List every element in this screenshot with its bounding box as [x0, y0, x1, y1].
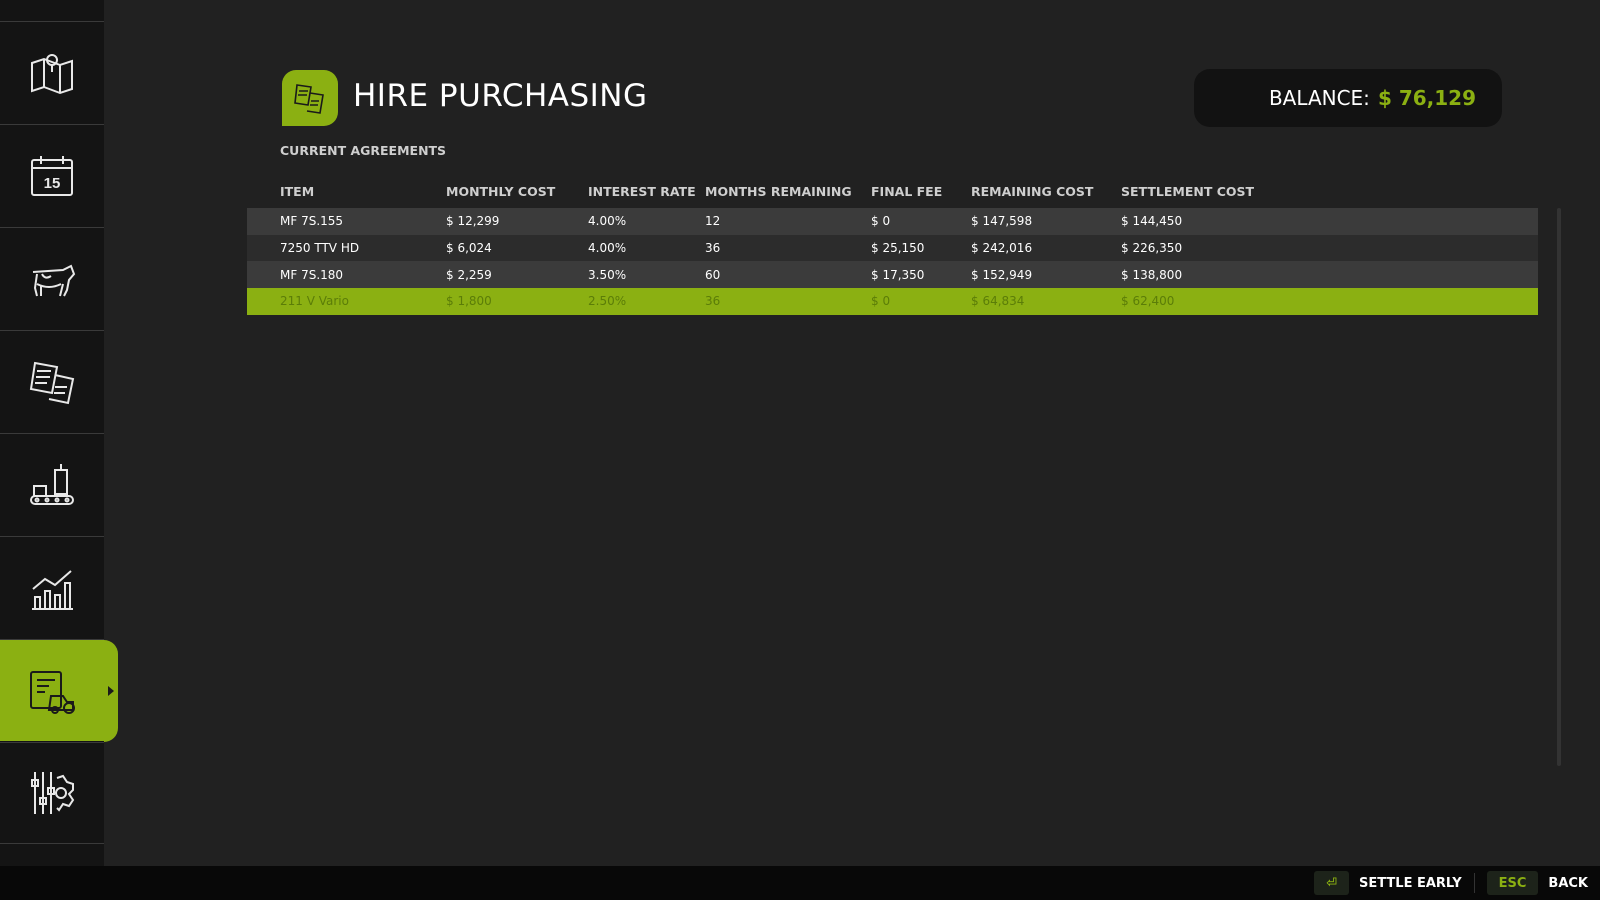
table-cell: $ 152,949 [971, 267, 1033, 282]
table-cell: 211 V Vario [280, 294, 349, 309]
sidebar-item-map[interactable] [0, 21, 104, 123]
sidebar-item-finance[interactable] [0, 639, 118, 742]
esc-key[interactable]: ESC [1486, 871, 1539, 895]
column-header[interactable]: MONTHS REMAINING [705, 183, 852, 199]
statistics-icon [32, 569, 73, 610]
divider [1473, 873, 1475, 893]
table-cell: $ 226,350 [1121, 240, 1183, 255]
table-cell: $ 242,016 [971, 240, 1033, 255]
sidebar-item-contracts[interactable] [0, 330, 104, 432]
enter-icon: ⏎ [1326, 875, 1338, 891]
table-cell: $ 17,350 [871, 267, 925, 282]
table-cell: 7250 TTV HD [280, 240, 360, 255]
column-header[interactable]: INTEREST RATE [588, 183, 696, 199]
table-cell: $ 138,800 [1121, 267, 1183, 282]
column-header[interactable]: MONTHLY COST [446, 183, 556, 199]
table-cell: 4.00% [588, 214, 627, 229]
table-row[interactable]: 211 V Vario $ 1,800 2.50% 36 $ 0 $ 64,834 $ 62… [247, 288, 1538, 315]
sidebar-item-production[interactable] [0, 433, 104, 535]
section-title: CURRENT AGREEMENTS [280, 143, 447, 158]
scrollbar[interactable] [1557, 208, 1561, 766]
sidebar: 15 [0, 0, 118, 866]
table-cell: 60 [705, 267, 721, 282]
table-header: ITEM MONTHLY COST INTEREST RATE MONTHS REMA… [247, 178, 1538, 205]
back-button[interactable]: BACK [1548, 875, 1588, 891]
balance-value: $ 76,129 [1377, 86, 1476, 110]
map-icon [31, 53, 73, 94]
table-cell: $ 0 [871, 294, 891, 309]
column-header[interactable]: ITEM [280, 183, 315, 199]
finance-icon [30, 670, 75, 714]
column-header[interactable]: REMAINING COST [971, 183, 1094, 199]
page-title: HIRE PURCHASING [353, 78, 648, 114]
table-cell: 36 [705, 240, 721, 255]
table-cell: 12 [705, 214, 721, 229]
table-cell: 2.50% [588, 294, 627, 309]
sidebar-item-statistics[interactable] [0, 536, 104, 638]
settle-early-button[interactable]: SETTLE EARLY [1359, 875, 1462, 891]
table-cell: $ 62,400 [1121, 294, 1175, 309]
sidebar-item-calendar[interactable]: 15 [0, 124, 104, 226]
balance-label: BALANCE: [1268, 86, 1370, 110]
table-cell: $ 144,450 [1121, 214, 1183, 229]
column-header[interactable]: SETTLEMENT COST [1121, 183, 1255, 199]
table-cell: 3.50% [588, 267, 627, 282]
table-cell: 4.00% [588, 240, 627, 255]
header-icon [282, 70, 338, 126]
table-cell: MF 7S.155 [280, 214, 344, 229]
table-row[interactable]: MF 7S.180 $ 2,259 3.50% 60 $ 17,350 $ 152,949… [247, 261, 1538, 288]
balance-display: BALANCE: $ 76,129 [1194, 69, 1502, 127]
table-cell: $ 2,259 [446, 267, 492, 282]
production-icon [30, 463, 74, 505]
active-indicator-icon [108, 686, 114, 696]
table-cell: $ 25,150 [871, 240, 925, 255]
svg-text:15: 15 [44, 175, 61, 192]
table-cell: $ 1,800 [446, 294, 492, 309]
table-cell: $ 12,299 [446, 214, 500, 229]
bottom-bar: ⏎ SETTLE EARLY ESC BACK [0, 866, 1600, 900]
settle-early-key[interactable]: ⏎ [1314, 871, 1350, 895]
sidebar-item-settings[interactable] [0, 742, 104, 844]
table-row[interactable]: MF 7S.155 $ 12,299 4.00% 12 $ 0 $ 147,598 $ 14… [247, 208, 1538, 235]
contracts-icon [29, 361, 75, 404]
sidebar-item-animals[interactable] [0, 227, 104, 329]
calendar-icon: 15 [31, 155, 73, 196]
settings-icon [31, 772, 75, 814]
table-cell: MF 7S.180 [280, 267, 344, 282]
column-header[interactable]: FINAL FEE [871, 183, 943, 199]
table-cell: $ 64,834 [971, 294, 1025, 309]
table-cell: $ 6,024 [446, 240, 492, 255]
table-cell: 36 [705, 294, 721, 309]
table-cell: $ 147,598 [971, 214, 1033, 229]
table-cell: $ 0 [871, 214, 891, 229]
cow-icon [32, 264, 76, 296]
documents-icon [294, 84, 324, 114]
table-row[interactable]: 7250 TTV HD $ 6,024 4.00% 36 $ 25,150 $ 242,0… [247, 234, 1538, 262]
